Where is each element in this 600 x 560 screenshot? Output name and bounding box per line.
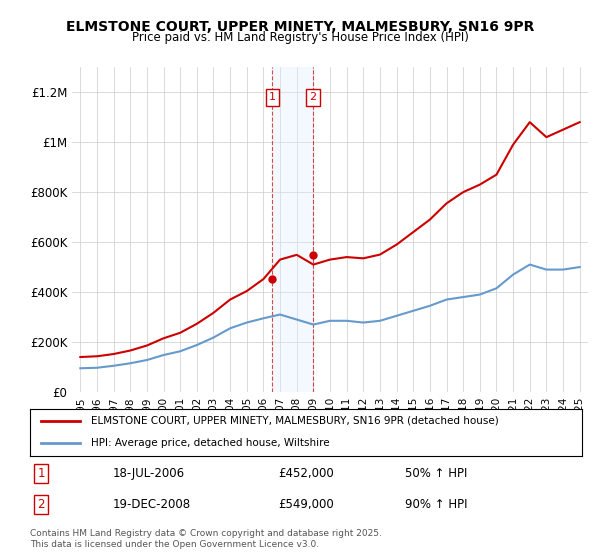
Text: 50% ↑ HPI: 50% ↑ HPI — [406, 467, 468, 480]
Text: 2: 2 — [37, 498, 45, 511]
Text: 1: 1 — [269, 92, 276, 102]
Text: £549,000: £549,000 — [278, 498, 334, 511]
Text: 2: 2 — [309, 92, 316, 102]
Text: HPI: Average price, detached house, Wiltshire: HPI: Average price, detached house, Wilt… — [91, 438, 329, 448]
Text: Price paid vs. HM Land Registry's House Price Index (HPI): Price paid vs. HM Land Registry's House … — [131, 31, 469, 44]
Text: 18-JUL-2006: 18-JUL-2006 — [113, 467, 185, 480]
Text: 1: 1 — [37, 467, 45, 480]
Text: £452,000: £452,000 — [278, 467, 334, 480]
Text: ELMSTONE COURT, UPPER MINETY, MALMESBURY, SN16 9PR (detached house): ELMSTONE COURT, UPPER MINETY, MALMESBURY… — [91, 416, 499, 426]
Text: 90% ↑ HPI: 90% ↑ HPI — [406, 498, 468, 511]
Text: ELMSTONE COURT, UPPER MINETY, MALMESBURY, SN16 9PR: ELMSTONE COURT, UPPER MINETY, MALMESBURY… — [66, 20, 534, 34]
Bar — [272, 67, 313, 392]
Text: Contains HM Land Registry data © Crown copyright and database right 2025.
This d: Contains HM Land Registry data © Crown c… — [30, 529, 382, 549]
Text: 19-DEC-2008: 19-DEC-2008 — [113, 498, 191, 511]
